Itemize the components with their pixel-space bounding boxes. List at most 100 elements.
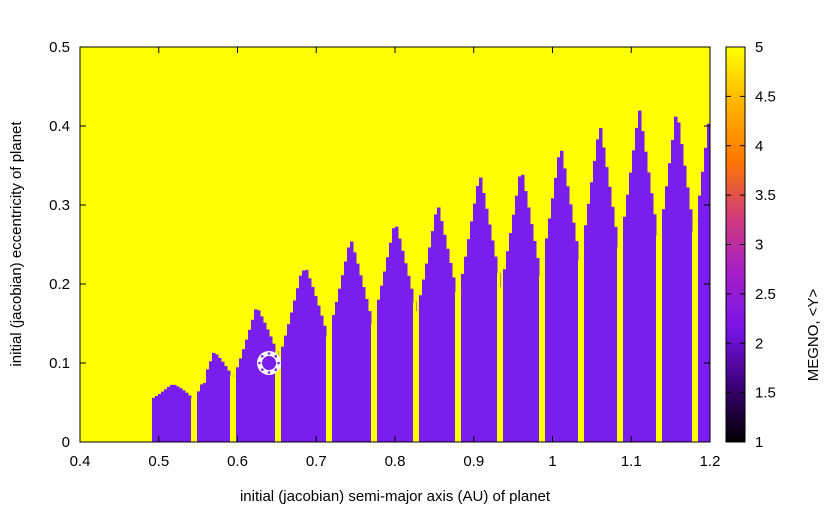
heatmap-cell	[623, 216, 627, 442]
heatmap-cell	[188, 395, 192, 442]
x-tick-label: 1.2	[700, 453, 721, 470]
heatmap-cell	[404, 263, 408, 442]
heatmap-cell	[515, 195, 519, 442]
heatmap-cell	[197, 391, 201, 442]
heatmap-cell	[158, 393, 162, 442]
resonance-spike	[542, 258, 545, 442]
heatmap-cell	[533, 240, 537, 442]
heatmap-cell	[629, 172, 633, 442]
resonance-spike	[230, 375, 233, 442]
resonance-spike	[617, 247, 620, 442]
resonance-spike	[413, 301, 416, 442]
heatmap-cell	[224, 365, 228, 442]
resonance-spike	[374, 313, 377, 442]
heatmap-cell	[236, 367, 240, 442]
heatmap-cell	[554, 177, 558, 442]
x-tick-label: 1	[548, 453, 556, 470]
y-axis-label: initial (jacobian) eccentricity of plane…	[8, 121, 25, 367]
resonance-spike	[275, 351, 278, 442]
y-tick-label: 0.1	[49, 355, 70, 372]
heatmap-cell	[323, 325, 327, 442]
heatmap-cell	[209, 361, 213, 442]
resonance-spike	[329, 327, 332, 442]
x-tick-label: 1.1	[621, 453, 642, 470]
heatmap-cell	[362, 287, 366, 442]
heatmap-cell	[245, 339, 249, 442]
heatmap-cell	[452, 277, 456, 442]
heatmap-cell	[509, 233, 513, 442]
heatmap-cell	[242, 349, 246, 442]
heatmap-cell	[506, 251, 510, 442]
heatmap-cell	[476, 185, 480, 442]
heatmap-cell	[332, 315, 336, 442]
heatmap-cell	[584, 225, 588, 442]
heatmap-cell	[368, 311, 372, 442]
heatmap-cell	[383, 271, 387, 442]
heatmap-cell	[599, 128, 603, 442]
resonance-spike	[371, 323, 374, 442]
colorbar-tick-label: 2.5	[755, 286, 776, 303]
heatmap-cell	[347, 247, 351, 442]
heatmap-cell	[251, 319, 255, 442]
heatmap-cell	[173, 384, 177, 442]
heatmap-cell	[350, 241, 354, 442]
heatmap-cell	[494, 256, 498, 442]
heatmap-cell	[431, 231, 435, 442]
heatmap-cell	[443, 234, 447, 442]
heatmap-cell	[638, 110, 642, 442]
heatmap-cell	[290, 312, 294, 442]
heatmap-cell	[701, 171, 705, 442]
heatmap-cell	[293, 300, 297, 442]
heatmap-cell	[593, 160, 597, 443]
heatmap-cell	[167, 386, 171, 442]
heatmap-cell	[263, 322, 267, 442]
resonance-spike	[695, 219, 698, 442]
heatmap-cell	[557, 157, 561, 443]
heatmap-cell	[398, 238, 402, 442]
heatmap-cell	[359, 275, 363, 442]
resonance-spike	[656, 235, 659, 442]
resonance-spike	[278, 357, 281, 442]
heatmap-cell	[671, 139, 675, 442]
resonance-spike	[539, 275, 542, 442]
colorbar-tick-label: 2	[755, 335, 763, 352]
heatmap-cell	[266, 329, 270, 442]
heatmap-cell	[482, 193, 486, 442]
heatmap-cell	[212, 352, 216, 442]
heatmap-cell	[449, 262, 453, 442]
heatmap-cell	[698, 195, 702, 442]
resonance-spike	[326, 336, 329, 442]
resonance-spike	[194, 397, 197, 442]
heatmap-cell	[596, 139, 600, 442]
heatmap-cell	[314, 295, 318, 442]
colorbar: 1 1.5 2 2.5 3 3.5 4 4.5 5 MEGNO, <Y>	[725, 39, 822, 451]
heatmap-cell	[302, 270, 306, 442]
heatmap-cell	[272, 343, 276, 442]
heatmap-cell	[653, 214, 657, 442]
heatmap-cell	[527, 207, 531, 442]
heatmap-cell	[590, 182, 594, 442]
heatmap-cell	[377, 299, 381, 442]
heatmap-cell	[296, 288, 300, 442]
heatmap-cell	[602, 147, 606, 442]
heatmap-cell	[311, 286, 315, 442]
heatmap-cell	[545, 238, 549, 442]
heatmap-cell	[686, 187, 690, 442]
heatmap-cell	[203, 382, 207, 442]
heatmap-cell	[410, 288, 414, 442]
heatmap-cell	[467, 239, 471, 442]
heatmap-cell	[641, 131, 645, 442]
heatmap-cell	[380, 285, 384, 442]
heatmap-cell	[446, 248, 450, 442]
colorbar-tick-label: 1	[755, 434, 763, 451]
heatmap-cell	[575, 241, 579, 442]
heatmap-cell	[365, 299, 369, 442]
heatmap-cell	[614, 226, 618, 442]
heatmap-cell	[485, 208, 489, 442]
resonance-spike	[659, 231, 662, 442]
resonance-spike	[455, 292, 458, 442]
heatmap-cell	[392, 228, 396, 442]
resonance-spike	[500, 287, 503, 442]
heatmap-cell	[479, 177, 483, 443]
